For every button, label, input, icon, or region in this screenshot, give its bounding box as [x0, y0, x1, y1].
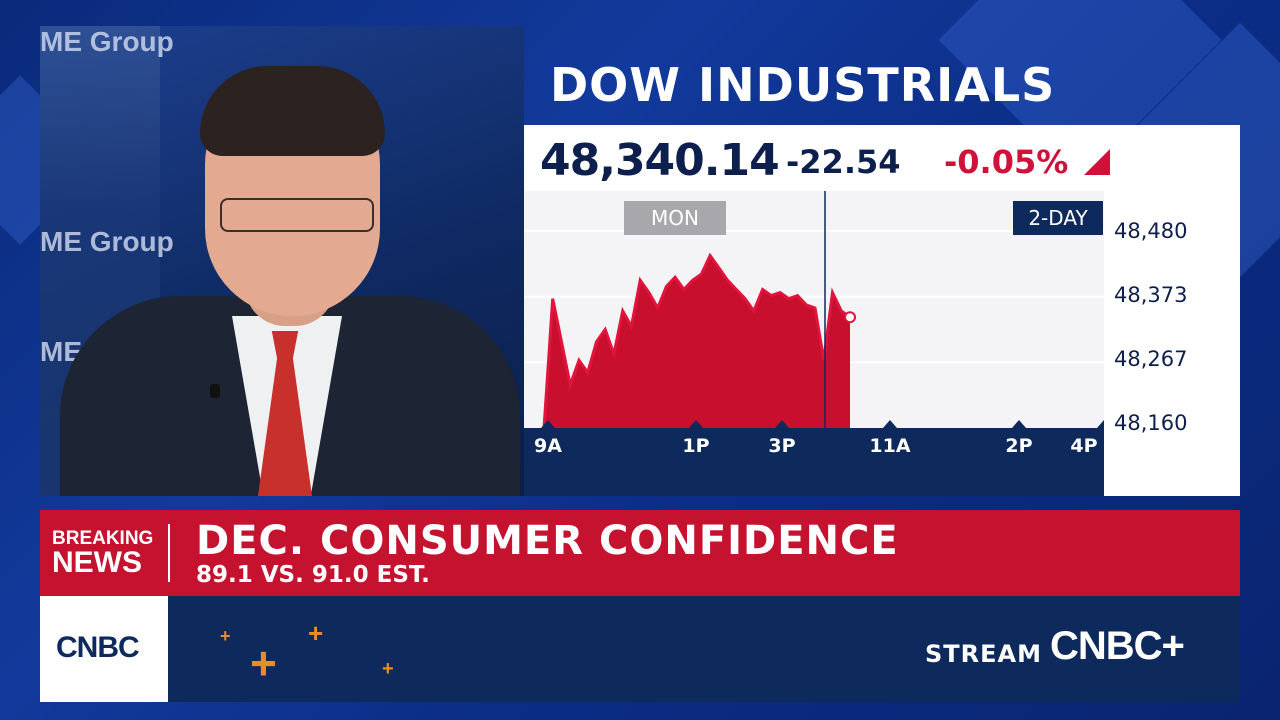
x-tick-marker: [689, 420, 703, 428]
x-tick-marker: [883, 420, 897, 428]
breaking-headline: DEC. CONSUMER CONFIDENCE: [196, 518, 899, 564]
y-tick-label: 48,373: [1114, 283, 1188, 307]
x-tick-label: 2P: [1005, 435, 1033, 457]
y-axis-area: [1104, 191, 1240, 496]
plus-icon: +: [308, 618, 324, 648]
x-tick-marker: [541, 420, 555, 428]
bottom-ticker-bar: CNBC + + + + STREAM CNBC+: [40, 596, 1240, 702]
index-title: DOW INDUSTRIALS: [550, 58, 1056, 112]
plus-icon: +: [250, 637, 277, 689]
background-sign-text: ME Group: [40, 26, 174, 57]
y-tick-label: 48,267: [1114, 347, 1188, 371]
x-tick-marker: [1012, 420, 1026, 428]
range-tag-2-day: 2-DAY: [1013, 201, 1103, 235]
x-tick-label: 11A: [869, 435, 911, 457]
anchor-video-feed: ME Group ME Group ME: [40, 26, 524, 496]
anchor-glasses: [220, 198, 374, 232]
cnbc-logo: CNBC: [56, 631, 140, 664]
anchor-hair: [200, 66, 385, 156]
y-tick-label: 48,480: [1114, 219, 1188, 243]
network-logo-box: CNBC: [40, 596, 168, 702]
x-tick-label: 3P: [768, 435, 796, 457]
price-line: [542, 252, 851, 429]
x-tick-marker: [1097, 420, 1104, 428]
breaking-news-label: BREAKING NEWS: [40, 510, 170, 596]
index-chart-panel: 48,340.14 -22.54 -0.05% MON 2-DAY 48,480…: [524, 125, 1240, 496]
x-tick-label: 1P: [682, 435, 710, 457]
cnbc-plus-logo: CNBC+: [1050, 624, 1185, 668]
x-axis-bar: [524, 428, 1104, 496]
breaking-label-line1: BREAKING: [52, 528, 154, 549]
y-tick-label: 48,160: [1114, 411, 1188, 435]
last-price-dot: [844, 311, 856, 324]
x-tick-label: 4P: [1070, 435, 1098, 457]
breaking-news-divider: [168, 524, 170, 582]
x-tick-marker: [775, 420, 789, 428]
quote-row: 48,340.14 -22.54 -0.05%: [524, 125, 1240, 192]
index-change: -22.54: [786, 143, 901, 181]
breaking-subline: 89.1 VS. 91.0 EST.: [196, 562, 430, 588]
lapel-mic: [210, 384, 220, 398]
price-area: [544, 255, 850, 428]
plus-icon: +: [220, 626, 231, 646]
index-percent-change: -0.05%: [944, 143, 1069, 181]
session-tag-mon: MON: [624, 201, 726, 235]
x-tick-label: 9A: [534, 435, 562, 457]
breaking-news-banner: BREAKING NEWS DEC. CONSUMER CONFIDENCE 8…: [40, 510, 1240, 596]
background-sign-text: ME Group: [40, 226, 174, 257]
plus-icon: +: [382, 658, 394, 680]
down-arrow-icon: [1084, 149, 1110, 175]
stream-label: STREAM: [925, 640, 1042, 668]
price-chart: [524, 191, 1104, 429]
index-price: 48,340.14: [540, 135, 780, 186]
breaking-label-line2: NEWS: [52, 546, 142, 579]
